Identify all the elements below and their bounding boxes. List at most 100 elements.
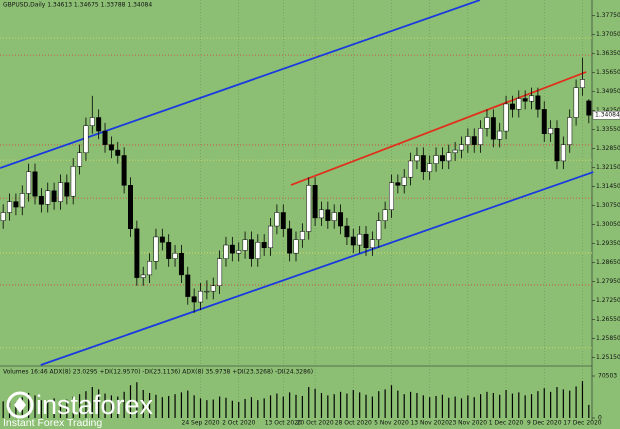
tagline: Instant Forex Trading: [3, 417, 102, 429]
candle-body: [344, 225, 350, 238]
candle-body: [274, 212, 280, 227]
candle-body: [64, 182, 70, 197]
candle-body: [255, 242, 261, 259]
candle-body: [89, 117, 95, 126]
candle-body: [280, 212, 286, 230]
candle-body: [452, 149, 458, 154]
candle-body: [497, 130, 503, 140]
candle-body: [427, 163, 433, 173]
candle-body: [560, 144, 566, 162]
candle-body: [102, 130, 108, 145]
candle-body: [357, 233, 363, 246]
y-tick-label: 1.37750: [596, 12, 620, 19]
candle-body: [57, 182, 63, 202]
y-tick-label: 1.25150: [596, 354, 620, 361]
y-tick-label: 1.27250: [596, 297, 620, 304]
candle-body: [134, 228, 140, 278]
last-price-box: [592, 111, 620, 120]
y-tick-label: 1.34250: [596, 107, 620, 114]
candle-body: [115, 149, 121, 156]
candle-body: [573, 87, 579, 118]
x-tick-label: 17 Dec 2020: [563, 420, 602, 427]
candle-body: [45, 190, 51, 205]
candle-body: [0, 212, 6, 221]
y-tick-label: 1.32850: [596, 145, 620, 152]
candle-body: [223, 244, 229, 259]
candle-body: [96, 117, 102, 132]
candle-body: [70, 166, 76, 197]
y-tick-label: 0: [598, 415, 602, 422]
x-tick-label: 24 Sep 2020: [182, 420, 220, 427]
candle-body: [484, 117, 490, 129]
candle-body: [446, 152, 452, 162]
candle-body: [217, 258, 223, 287]
candle-body: [7, 201, 13, 213]
candle-body: [369, 239, 375, 249]
candle-body: [522, 98, 528, 102]
y-tick-label: 1.31450: [596, 183, 620, 190]
x-tick-label: 23 Nov 2020: [449, 420, 488, 427]
y-tick-label: 1.27950: [596, 278, 620, 285]
candle-body: [408, 160, 414, 178]
y-tick-label: 1.35650: [596, 69, 620, 76]
y-tick-label: 1.25850: [596, 335, 620, 342]
candle-body: [248, 239, 254, 259]
candle-body: [395, 182, 401, 186]
x-tick-label: 1 Dec 2020: [489, 420, 524, 427]
candle-body: [121, 155, 127, 186]
y-tick-label: 1.28650: [596, 259, 620, 266]
candle-body: [579, 79, 585, 88]
logo-icon: [14, 397, 26, 413]
candle-body: [414, 155, 420, 162]
candle-body: [325, 209, 331, 221]
candle-body: [401, 176, 407, 186]
x-tick-label: 5 Nov 2020: [374, 420, 409, 427]
candle-body: [236, 250, 242, 254]
candle-body: [535, 95, 541, 110]
candle-body: [210, 285, 216, 292]
candle-body: [363, 233, 369, 249]
candle-body: [503, 103, 509, 132]
candle-body: [287, 228, 293, 254]
candle-body: [459, 144, 464, 151]
brand: instaforex: [36, 390, 154, 420]
candle-body: [198, 290, 203, 303]
candle-body: [433, 155, 439, 164]
candle-body: [318, 209, 324, 219]
x-tick-label: 20 Oct 2020: [297, 420, 334, 427]
candle-body: [261, 242, 267, 249]
candle-body: [439, 155, 445, 162]
y-tick-label: 1.30750: [596, 202, 620, 209]
x-tick-label: 28 Oct 2020: [335, 420, 372, 427]
candle-body: [32, 171, 38, 197]
candle-body: [83, 125, 89, 154]
candle-body: [51, 190, 57, 202]
candle-body: [293, 239, 299, 254]
candle-body: [306, 185, 312, 232]
candle-body: [140, 274, 146, 278]
candle-body: [299, 231, 305, 240]
x-tick-label: 2 Oct 2020: [222, 420, 255, 427]
candle-body: [529, 95, 535, 102]
candle-body: [554, 128, 560, 162]
candle-body: [191, 296, 197, 303]
candle-body: [204, 290, 210, 293]
candle-body: [548, 128, 554, 135]
y-tick-label: 1.29350: [596, 240, 620, 247]
candle-body: [178, 252, 184, 276]
volume-title: Volumes 16:46 ADX(8) 23.0295 +DI(12.9570…: [3, 369, 313, 376]
candle-body: [312, 185, 318, 219]
candle-body: [471, 136, 477, 145]
y-tick-label: 1.32150: [596, 164, 620, 171]
candle-body: [586, 100, 592, 116]
trendline: [0, 0, 481, 169]
candle-body: [567, 117, 573, 145]
volume-panel: 0 70503: [2, 373, 617, 422]
candle-body: [490, 117, 496, 140]
candle-body: [382, 209, 388, 221]
candle-body: [153, 236, 159, 262]
candle-body: [128, 185, 133, 230]
candle-body: [19, 193, 25, 208]
